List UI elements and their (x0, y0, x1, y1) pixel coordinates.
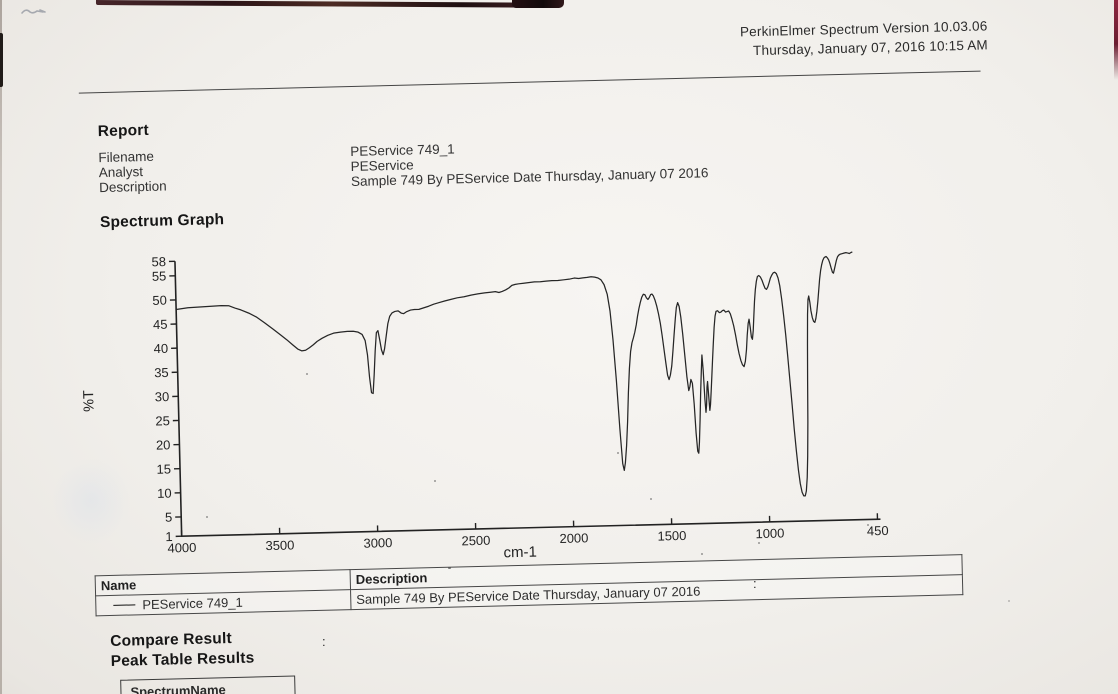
spectrum-legend-table: Name Description PEService 749_1 Sample … (94, 554, 964, 617)
svg-text:50: 50 (152, 293, 167, 308)
svg-text:35: 35 (154, 365, 169, 380)
svg-text:5: 5 (165, 510, 173, 525)
scan-smudge (52, 458, 130, 544)
svg-text:45: 45 (153, 317, 168, 332)
scan-stray-colon: : (753, 576, 757, 591)
scan-speck (650, 498, 652, 500)
svg-text:15: 15 (156, 461, 171, 476)
svg-text:25: 25 (155, 413, 170, 428)
svg-text:40: 40 (153, 341, 168, 356)
scan-edge-artifact-top-blob (512, 0, 564, 8)
svg-text:%T: %T (81, 390, 98, 412)
svg-text:55: 55 (152, 268, 167, 283)
report-section-title: Report (97, 121, 150, 141)
scan-speck (206, 516, 208, 518)
svg-text:1000: 1000 (755, 525, 784, 541)
scan-speck (617, 452, 619, 454)
peak-table-column-header: SpectrumName (130, 682, 226, 694)
scan-speck (448, 567, 451, 569)
scan-edge-artifact-right (1114, 0, 1118, 80)
svg-text:3500: 3500 (265, 537, 294, 553)
svg-text:2000: 2000 (559, 530, 588, 546)
field-value: PEService 749_1 (350, 141, 455, 159)
scan-stray-colon: : (322, 634, 326, 649)
scan-speck (867, 524, 869, 526)
svg-text:58: 58 (151, 254, 166, 269)
scan-edge-artifact-left (0, 0, 2, 694)
scan-speck (434, 480, 436, 482)
scan-speck (758, 542, 760, 544)
svg-text:10: 10 (157, 486, 172, 501)
svg-text:4000: 4000 (167, 540, 196, 556)
svg-text:cm-1: cm-1 (503, 544, 537, 562)
svg-text:2500: 2500 (461, 533, 490, 549)
field-value: PEService (350, 157, 414, 174)
legend-line-sample (113, 603, 136, 606)
scan-squiggle-mark (21, 9, 46, 14)
spectrum-graph-title: Spectrum Graph (99, 211, 225, 232)
svg-text:1500: 1500 (657, 528, 686, 544)
peak-table-results-title: Peak Table Results (110, 649, 255, 670)
scan-speck (701, 553, 703, 555)
print-header: PerkinElmer Spectrum Version 10.03.06 Th… (740, 17, 988, 61)
scan-speck (1008, 600, 1010, 602)
spectrum-name: PEService 749_1 (142, 594, 243, 613)
compare-result-title: Compare Result (110, 630, 233, 650)
svg-text:20: 20 (156, 437, 171, 452)
svg-text:450: 450 (867, 523, 889, 539)
scan-speck (306, 373, 308, 375)
svg-text:30: 30 (155, 389, 170, 404)
scan-mark-left (0, 33, 3, 87)
peak-table-partial: SpectrumName (120, 675, 296, 694)
svg-text:1: 1 (165, 529, 173, 544)
svg-text:3000: 3000 (363, 535, 392, 551)
header-rule (78, 70, 981, 94)
